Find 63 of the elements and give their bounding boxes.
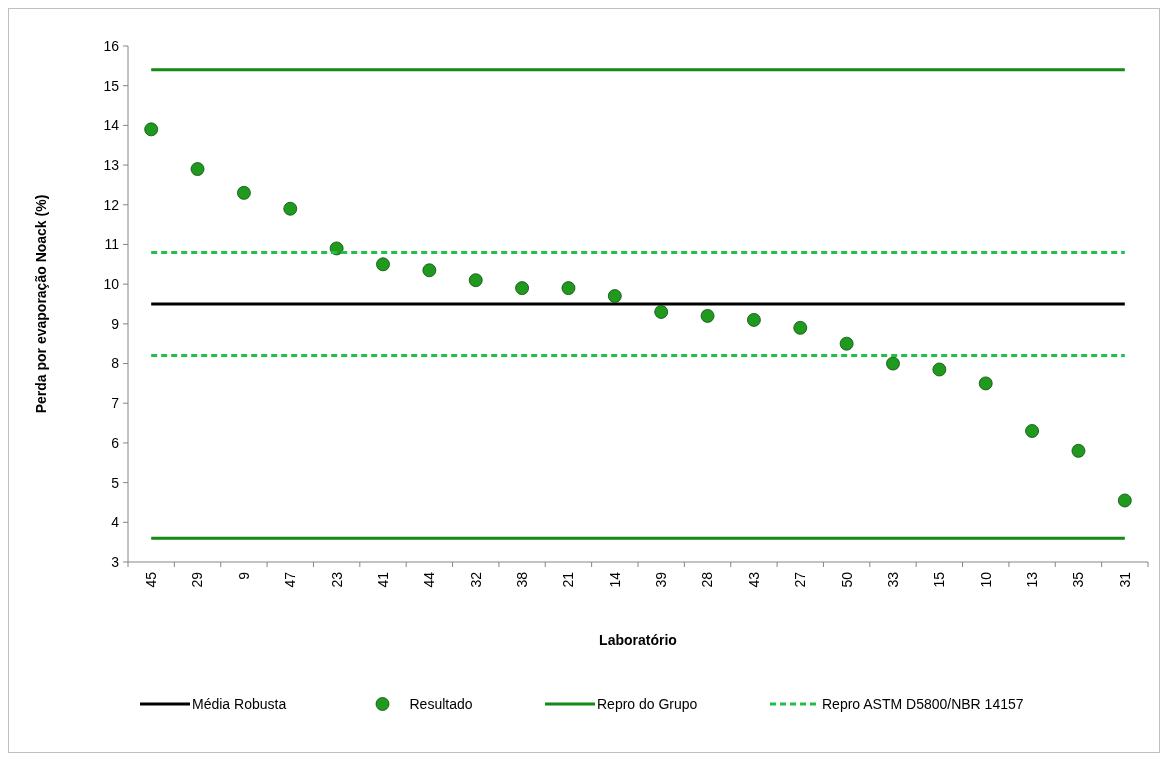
- x-tick-label: 38: [513, 571, 530, 588]
- legend-label: Média Robusta: [192, 695, 287, 712]
- x-tick-label: 10: [977, 571, 994, 588]
- point: [515, 281, 529, 296]
- y-tick-label: 14: [103, 117, 120, 134]
- x-tick-label: 47: [282, 571, 299, 588]
- point: [422, 263, 437, 278]
- y-tick-label: 12: [103, 196, 120, 213]
- y-tick-label: 15: [103, 77, 120, 94]
- x-tick-label: 29: [189, 571, 206, 588]
- legend-label: Resultado: [409, 695, 473, 712]
- point: [886, 356, 900, 371]
- x-tick-label: 28: [699, 571, 716, 588]
- x-tick-label: 21: [560, 571, 577, 588]
- x-tick-label: 9: [235, 571, 252, 580]
- x-tick-label: 43: [745, 571, 762, 588]
- x-tick-label: 32: [467, 571, 484, 588]
- point: [793, 320, 808, 335]
- y-tick-label: 3: [111, 553, 120, 570]
- y-tick-label: 16: [103, 37, 120, 54]
- y-axis-title: Perda por evaporação Noack (%): [33, 194, 49, 414]
- point: [1117, 493, 1132, 508]
- y-tick-label: 4: [111, 514, 120, 531]
- y-tick-label: 7: [111, 395, 120, 412]
- y-tick-label: 5: [111, 474, 120, 491]
- x-tick-label: 44: [421, 571, 438, 588]
- y-tick-label: 9: [111, 315, 120, 332]
- point: [654, 305, 669, 319]
- point: [700, 309, 715, 323]
- y-tick-label: 6: [111, 434, 120, 451]
- point: [237, 185, 251, 200]
- x-tick-label: 31: [1116, 571, 1133, 588]
- point: [1071, 443, 1086, 458]
- x-tick-label: 14: [606, 571, 623, 588]
- point: [144, 122, 159, 137]
- x-tick-label: 15: [931, 571, 948, 588]
- point: [747, 312, 761, 327]
- point: [561, 281, 576, 296]
- point: [468, 273, 483, 288]
- point: [190, 162, 205, 176]
- y-tick-label: 13: [103, 156, 120, 173]
- x-tick-label: 27: [792, 571, 809, 588]
- legend-label: Repro ASTM D5800/NBR 14157: [822, 695, 1024, 712]
- point: [283, 201, 298, 216]
- point: [376, 257, 390, 272]
- x-tick-label: 23: [328, 571, 345, 588]
- point: [1025, 424, 1039, 438]
- point: [978, 376, 993, 391]
- legend-label: Repro do Grupo: [597, 695, 698, 712]
- x-tick-label: 50: [838, 571, 855, 588]
- point: [932, 362, 947, 377]
- point: [839, 336, 854, 351]
- x-tick-label: 13: [1023, 571, 1040, 588]
- y-tick-label: 8: [111, 355, 120, 372]
- y-tick-label: 10: [103, 276, 120, 293]
- y-tick-label: 11: [104, 236, 120, 253]
- x-tick-label: 45: [143, 571, 160, 588]
- x-tick-label: 33: [884, 571, 901, 588]
- x-tick-label: 35: [1070, 571, 1087, 588]
- point: [607, 289, 622, 303]
- x-tick-label: 41: [374, 571, 391, 588]
- x-axis-title: Laboratório: [599, 632, 677, 648]
- x-tick-label: 39: [653, 571, 670, 588]
